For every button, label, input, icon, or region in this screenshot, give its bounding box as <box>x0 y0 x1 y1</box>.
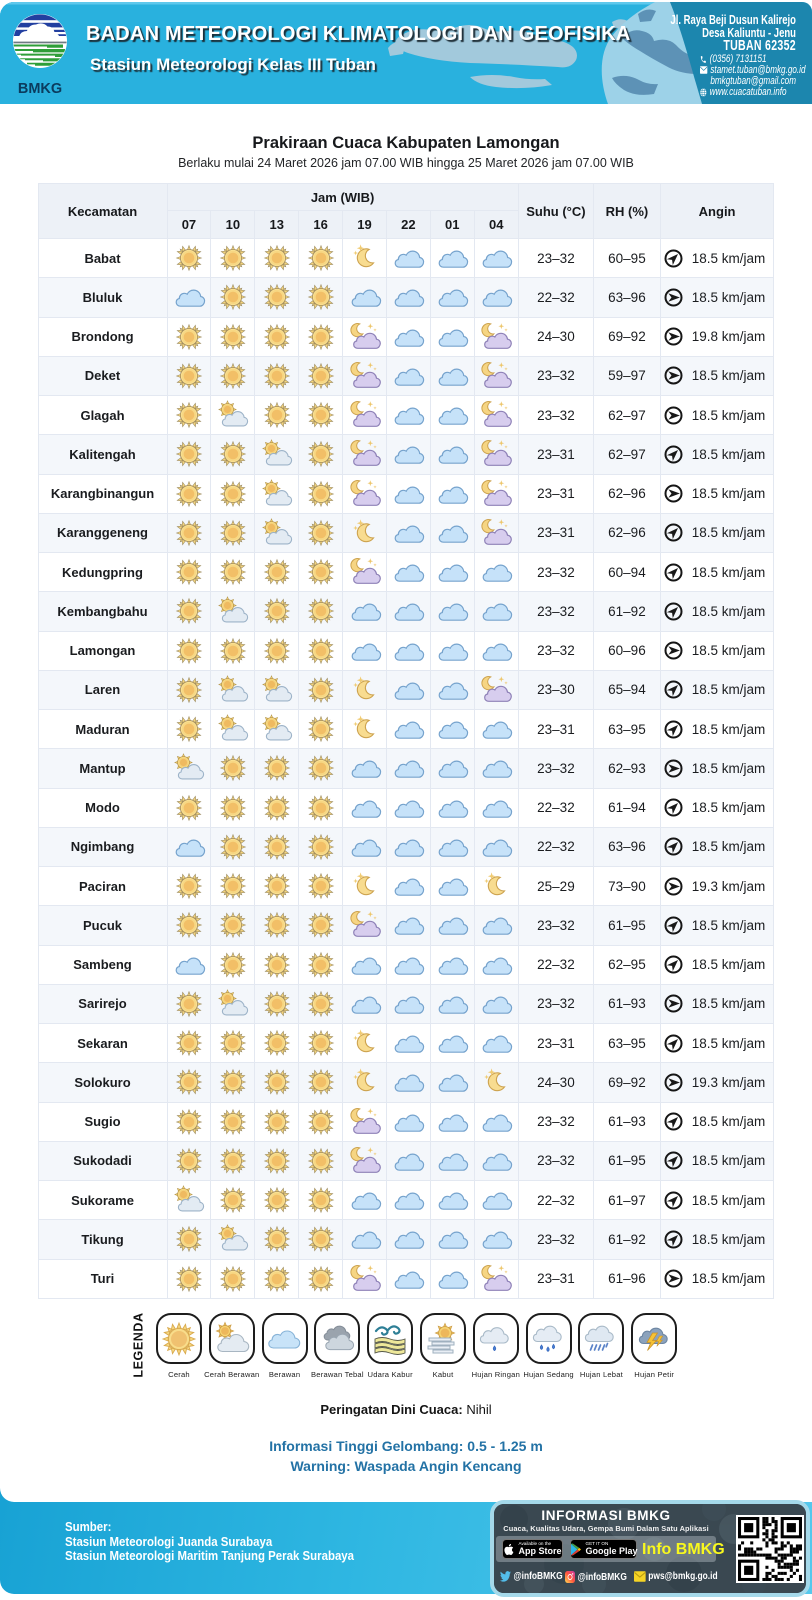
svg-text:BMKG: BMKG <box>18 81 62 97</box>
